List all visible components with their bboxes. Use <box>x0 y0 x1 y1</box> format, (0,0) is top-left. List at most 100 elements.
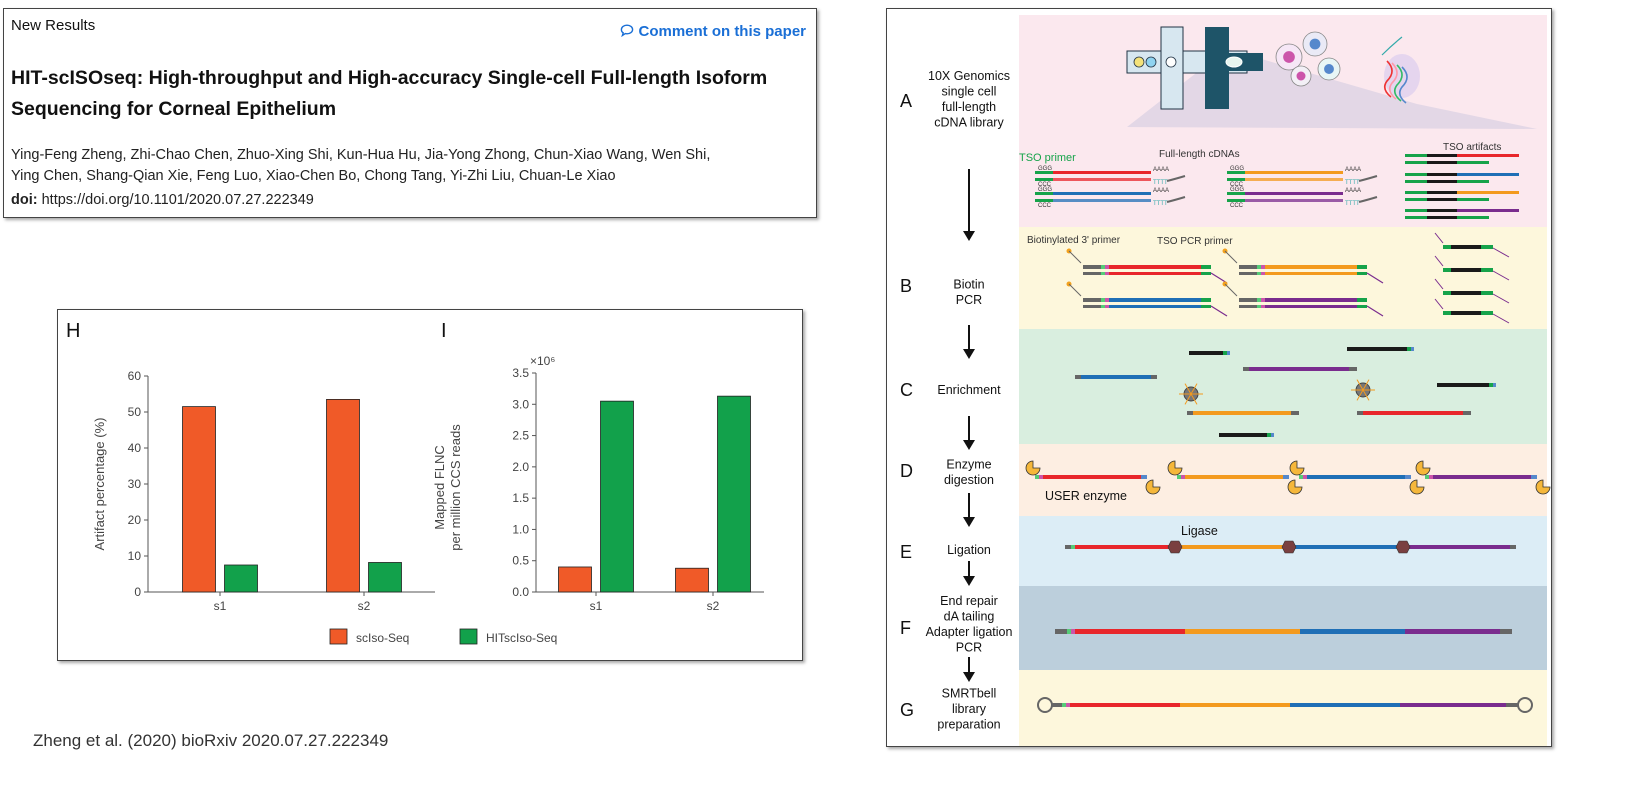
artifact-primer-line <box>1434 278 1444 290</box>
user-enzyme-icon <box>1415 460 1431 476</box>
step-letter-d: D <box>900 461 913 481</box>
artifact-black <box>1427 180 1457 183</box>
c-artifact-segment <box>1411 347 1414 351</box>
b-molecule-segment <box>1201 265 1211 269</box>
e-molecule-segment <box>1290 545 1400 549</box>
artifact-tso-end <box>1457 216 1489 219</box>
step-arrow-head <box>963 231 975 241</box>
artifact-tso <box>1405 216 1427 219</box>
step-band-g <box>1019 670 1547 746</box>
tso-segment <box>1035 178 1053 181</box>
b-molecule-segment <box>1105 265 1109 269</box>
b-molecule-segment <box>1357 265 1367 269</box>
biotin-linker <box>1224 250 1238 264</box>
tso-segment <box>1035 192 1053 195</box>
cell-nucleus <box>1324 64 1334 74</box>
step-letter-g: G <box>900 700 914 720</box>
artifact-black <box>1427 198 1457 201</box>
e-molecule-segment <box>1071 545 1075 549</box>
paper-title: HIT-scISOseq: High-throughput and High-a… <box>11 67 768 120</box>
cdna-tail <box>1381 36 1403 56</box>
f-molecule-segment <box>1075 629 1185 634</box>
artifact-strand <box>1457 173 1519 176</box>
doi-link[interactable]: https://doi.org/10.1101/2020.07.27.22234… <box>41 192 314 208</box>
b-molecule-segment <box>1261 272 1265 275</box>
step-text-f: dA tailing <box>944 609 995 623</box>
step-text-b: Biotin <box>953 277 984 291</box>
step-letter-e: E <box>900 542 912 562</box>
y-tick-label: 30 <box>128 477 142 491</box>
step-text-c: Enrichment <box>937 383 1001 397</box>
b-molecule-segment <box>1239 265 1257 269</box>
step-text-g: SMRTbell <box>942 687 997 701</box>
b-molecule-segment <box>1083 305 1101 308</box>
d-molecule-segment <box>1425 475 1429 479</box>
user-enzyme-icon <box>1025 460 1041 476</box>
g-molecule-segment <box>1290 703 1400 707</box>
d-molecule-segment <box>1177 475 1181 479</box>
ggg-label: GGG <box>1038 166 1052 172</box>
b-molecule-segment <box>1357 272 1367 275</box>
ggg-label: GGG <box>1230 187 1244 193</box>
artifact-tso <box>1405 161 1427 164</box>
x-tick-label: s1 <box>590 599 603 613</box>
panel-letter-h: H <box>66 320 80 342</box>
chip-bead <box>1165 56 1177 68</box>
b-artifact-segment <box>1443 245 1451 249</box>
y-axis-multiplier: ×10⁶ <box>530 354 555 368</box>
comment-link[interactable]: Comment on this paper <box>620 23 806 40</box>
cdna-strand-bottom <box>1245 178 1343 181</box>
d-molecule-segment <box>1433 475 1531 479</box>
cdna-strand <box>1398 66 1408 104</box>
y-tick-label: 0.0 <box>512 585 529 599</box>
cell-nucleus <box>1283 51 1295 63</box>
e-molecule-segment <box>1175 545 1290 549</box>
c-molecule-segment <box>1357 411 1363 415</box>
g-molecule-segment <box>1070 703 1180 707</box>
b-molecule-segment <box>1239 305 1257 308</box>
cdna-strand-top <box>1053 171 1151 174</box>
b-molecule-segment <box>1105 272 1109 275</box>
step-text-a: full-length <box>942 100 996 114</box>
f-molecule-segment <box>1185 629 1300 634</box>
b-molecule-segment <box>1239 272 1257 275</box>
speech-bubble-icon <box>620 23 638 40</box>
y-tick-label: 40 <box>128 441 142 455</box>
f-molecule-segment <box>1405 629 1500 634</box>
cdna-strand <box>1383 60 1393 98</box>
c-molecule-segment <box>1349 367 1357 371</box>
ccc-label: CCC <box>1038 203 1052 209</box>
comment-link-label: Comment on this paper <box>638 23 806 40</box>
b-artifact-segment <box>1451 268 1481 272</box>
step-letter-f: F <box>900 618 911 638</box>
c-molecule-segment <box>1075 375 1081 379</box>
user-enzyme-icon <box>1145 479 1161 495</box>
c-artifact-segment <box>1223 351 1227 355</box>
artifact-strand <box>1457 209 1519 212</box>
ccc-label: CCC <box>1230 203 1244 209</box>
b-molecule-segment <box>1265 272 1357 275</box>
legend-label-1: HITscIso-Seq <box>486 631 557 645</box>
g-molecule-segment <box>1400 703 1506 707</box>
g-molecule-segment <box>1062 703 1066 707</box>
ligase-icon <box>1281 540 1297 554</box>
bead-linker <box>1362 389 1370 401</box>
e-molecule-segment <box>1510 545 1516 549</box>
y-axis-label-line-2: per million CCS reads <box>448 424 463 551</box>
step-text-e: Ligation <box>947 543 991 557</box>
c-artifact-segment <box>1347 347 1407 351</box>
b-molecule-segment <box>1239 298 1257 302</box>
e-molecule-segment <box>1400 545 1510 549</box>
artifact-primer-line <box>1492 247 1510 258</box>
tso-pcr-primer-tail <box>1210 305 1228 317</box>
step-text-f: Adapter ligation <box>926 625 1013 639</box>
artifact-primer-line <box>1434 255 1444 267</box>
user-enzyme-icon <box>1535 479 1551 495</box>
c-artifact-segment <box>1489 383 1493 387</box>
y-tick-label: 60 <box>128 369 142 383</box>
aaaa-label: AAAA <box>1153 167 1169 173</box>
tttt-label: TTTT <box>1153 180 1168 186</box>
step-text-a: cDNA library <box>934 115 1004 129</box>
y-tick-label: 2.0 <box>512 460 529 474</box>
cdna-strand-top <box>1245 171 1343 174</box>
